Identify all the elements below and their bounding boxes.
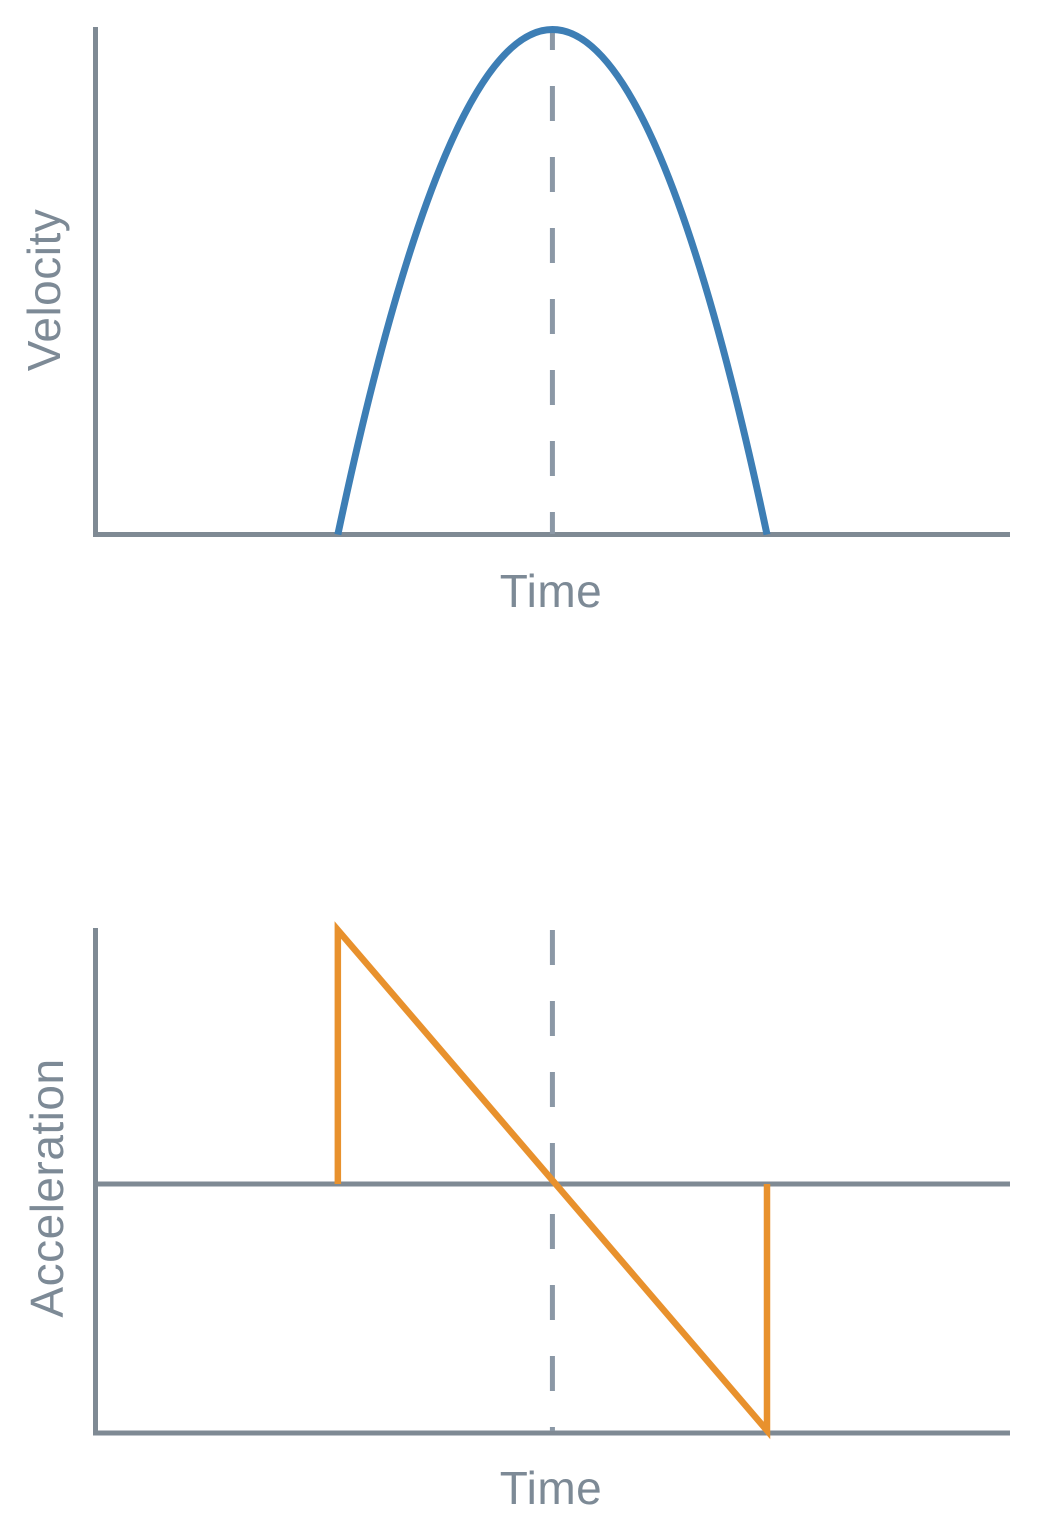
velocity-y-axis-label: Velocity [18, 208, 70, 372]
acceleration-vs-time-curve [334, 921, 771, 1440]
acceleration-x-axis-label: Time [499, 1462, 603, 1514]
acceleration-y-axis-label: Acceleration [21, 1058, 73, 1318]
velocity-x-axis-label: Time [499, 565, 603, 617]
velocity-vs-time-curve [334, 26, 771, 536]
